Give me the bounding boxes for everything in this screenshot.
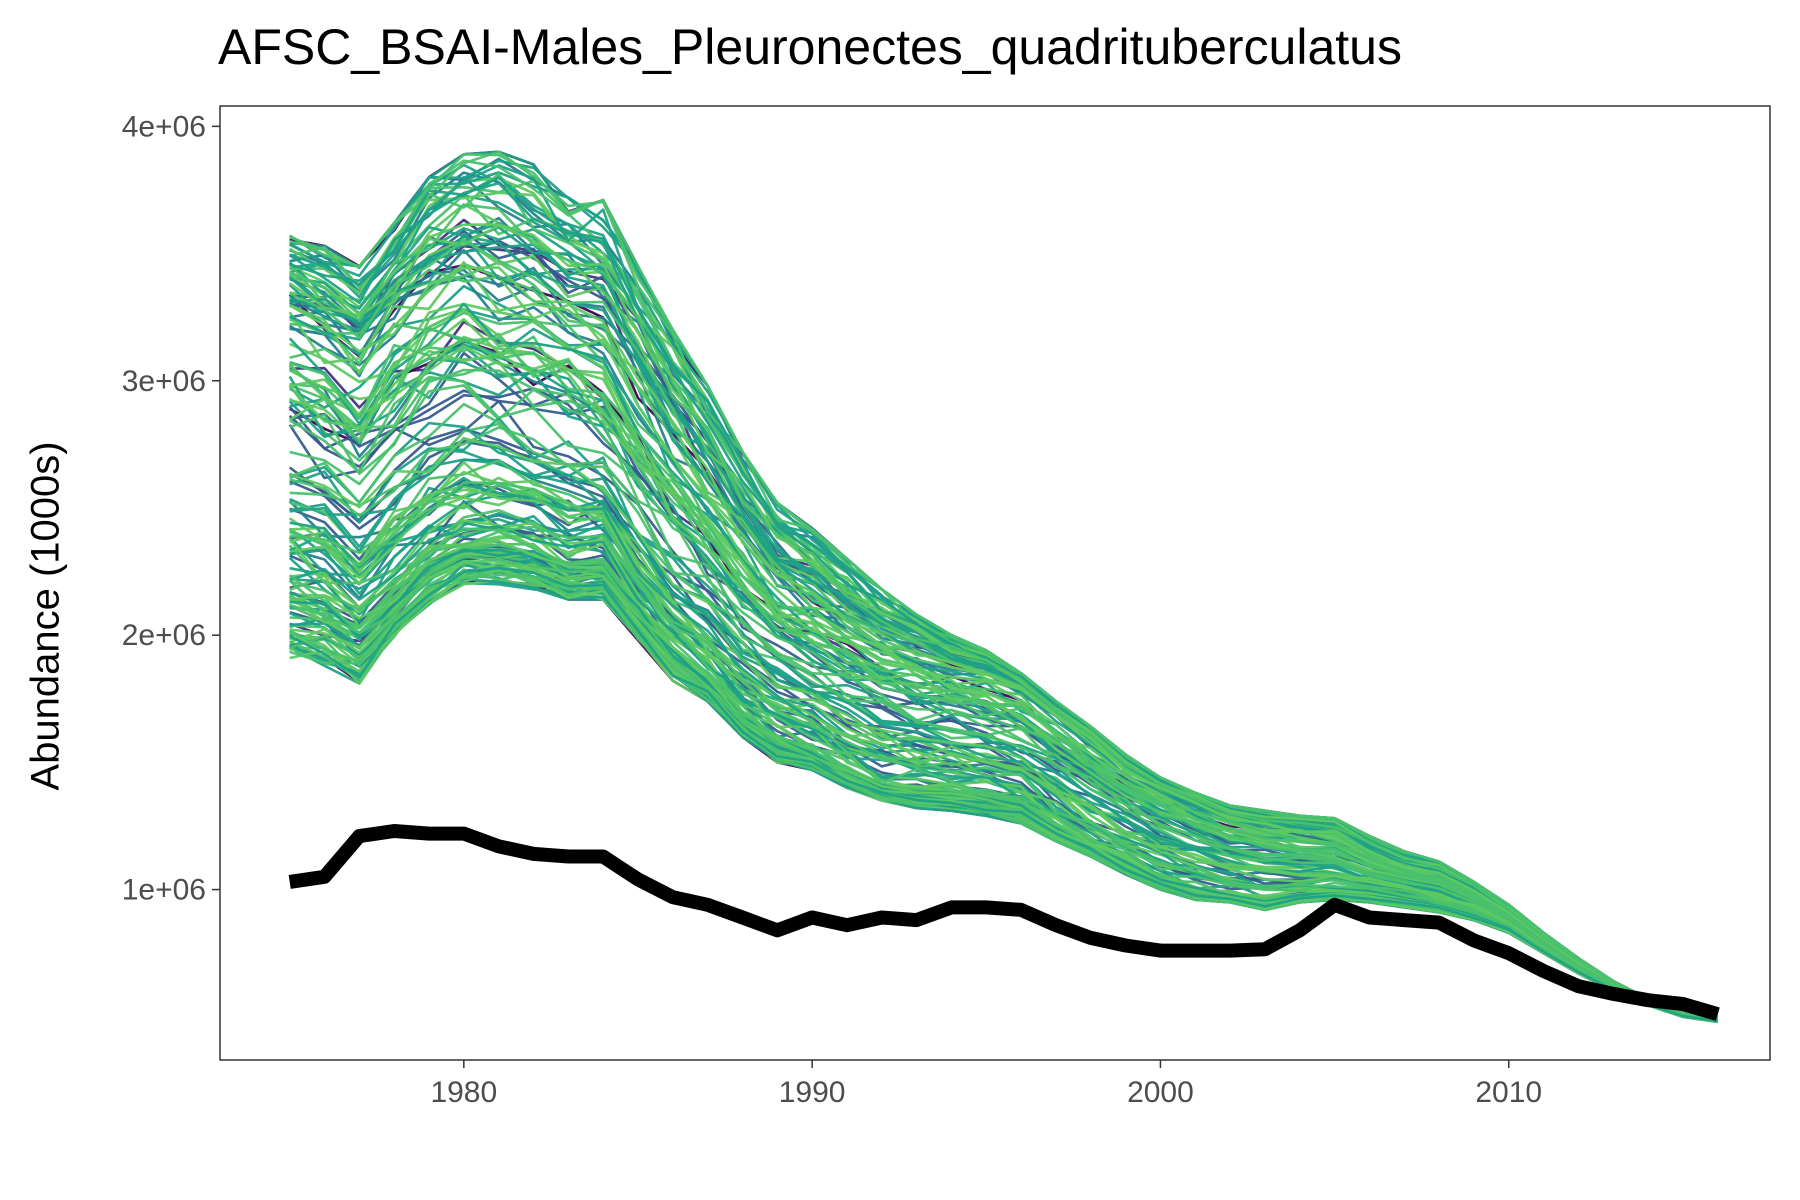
axes-group: 1980 1990 2000 2010 1e+06 2e+06 3e+06 4e+06: [122, 110, 1542, 1109]
ensemble-line: [289, 191, 1718, 1019]
ensemble-line: [289, 164, 1718, 1019]
ensemble-line: [289, 157, 1718, 1019]
x-tick-label: 1990: [779, 1076, 846, 1109]
ensemble-line: [289, 176, 1718, 1019]
ensemble-line: [289, 172, 1718, 1019]
ensemble-line: [289, 402, 1718, 1021]
ensemble-line: [289, 266, 1718, 1020]
ensemble-line: [289, 203, 1718, 1019]
ensemble-line: [289, 203, 1718, 1019]
plot-panel-border: [219, 105, 1771, 1061]
ensemble-line: [289, 176, 1718, 1019]
x-tick-label: 2000: [1127, 1076, 1194, 1109]
y-tick-label: 3e+06: [122, 365, 206, 398]
ensemble-line: [289, 525, 1718, 1022]
y-tick-label: 1e+06: [122, 874, 206, 907]
ensemble-line: [289, 480, 1718, 1022]
y-tick-label: 4e+06: [122, 110, 206, 143]
ensemble-line: [289, 216, 1718, 1019]
ensemble-line: [289, 174, 1718, 1019]
y-tick-label: 2e+06: [122, 619, 206, 652]
series-group: [288, 824, 1720, 1021]
ensemble-line: [289, 176, 1718, 1019]
chart-title: AFSC_BSAI-Males_Pleuronectes_quadrituber…: [218, 19, 1402, 75]
ensemble-line: [289, 336, 1718, 1021]
ensemble-line: [289, 159, 1718, 1019]
x-tick-label: 2010: [1475, 1076, 1542, 1109]
ensemble-line: [289, 437, 1718, 1022]
ensemble-line: [288, 327, 1718, 1020]
ensemble-line: [289, 153, 1718, 1019]
ensemble-line: [289, 159, 1718, 1019]
observed-series-line: [288, 824, 1720, 1021]
ensemble-line: [289, 416, 1718, 1021]
ensemble-line: [289, 163, 1718, 1019]
ensemble-lines-group: [288, 150, 1719, 1024]
ensemble-line: [289, 566, 1718, 1023]
x-tick-label: 1980: [430, 1076, 497, 1109]
ensemble-line: [289, 368, 1718, 1020]
